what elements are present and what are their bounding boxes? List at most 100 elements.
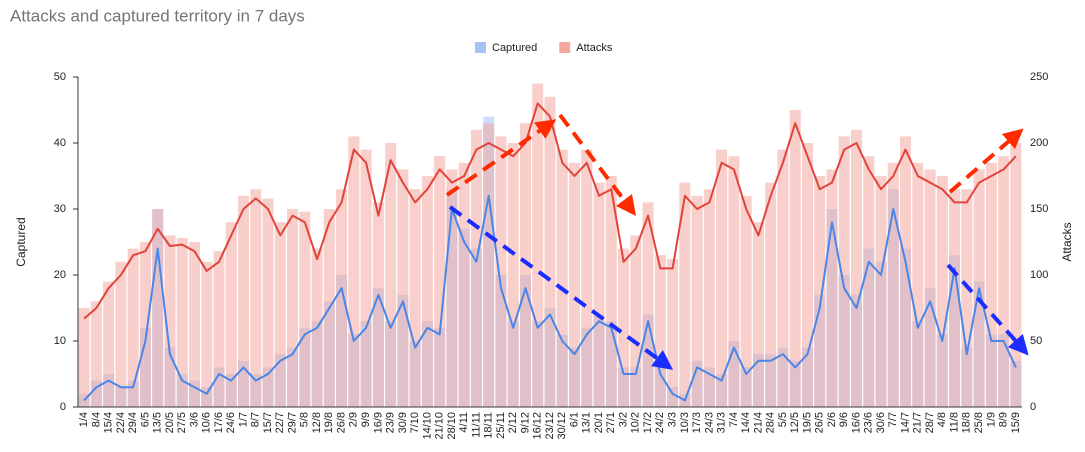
y-tick-label: 50 (54, 71, 66, 83)
bar (936, 176, 948, 407)
x-tick-label: 21/7 (912, 412, 924, 433)
bar (691, 195, 703, 407)
bar (875, 176, 887, 407)
x-tick-label: 18/8 (961, 412, 973, 433)
bar (642, 202, 654, 407)
x-tick-label: 24/2 (654, 412, 666, 433)
x-tick-label: 1/4 (78, 412, 90, 427)
y-tick-label: 30 (54, 203, 66, 215)
x-tick-label: 11/11 (470, 412, 482, 438)
bar (556, 149, 568, 407)
y2-tick-label: 50 (1030, 335, 1042, 347)
bar (863, 156, 875, 407)
average-line (83, 102, 1017, 320)
trend-arrow (448, 205, 674, 370)
bar (838, 136, 850, 407)
bar (434, 156, 446, 407)
bar (385, 143, 397, 407)
x-tick-label: 3/6 (188, 412, 200, 427)
x-tick-label: 19/5 (801, 412, 813, 433)
bar (299, 211, 311, 407)
x-tick-label: 19/8 (323, 412, 335, 433)
bar (262, 198, 274, 407)
x-tick-label: 20/1 (593, 412, 605, 433)
x-tick-label: 1/9 (985, 412, 997, 427)
x-tick-label: 2/9 (348, 412, 360, 427)
bar (139, 242, 151, 407)
x-tick-label: 8/4 (90, 412, 102, 427)
bar (961, 189, 973, 407)
bar (507, 143, 519, 407)
x-tick-label: 8/7 (250, 412, 262, 427)
bar (201, 261, 213, 407)
bar (78, 308, 90, 407)
bar (985, 162, 997, 407)
x-tick-label: 4/11 (458, 412, 470, 433)
x-tick-label: 27/1 (605, 412, 617, 433)
x-tick-label: 2/12 (507, 412, 519, 433)
x-tick-label: 10/6 (201, 412, 213, 433)
y2-tick-label: 150 (1030, 203, 1048, 215)
x-tick-label: 5/8 (299, 412, 311, 427)
bar (654, 255, 666, 407)
bar (544, 96, 556, 408)
bar (446, 169, 458, 407)
bar (850, 129, 863, 408)
y-tick-label: 40 (54, 137, 66, 149)
x-tick-label: 3/3 (667, 412, 679, 427)
bar (176, 238, 188, 407)
x-tick-label: 26/8 (336, 412, 348, 433)
x-tick-label: 20/5 (164, 412, 176, 433)
bar (605, 176, 617, 407)
x-tick-label: 16/6 (850, 412, 862, 433)
x-tick-label: 23/6 (863, 412, 875, 433)
x-tick-label: 24/3 (703, 412, 715, 433)
x-tick-label: 9/9 (360, 412, 372, 427)
x-tick-label: 21/4 (752, 412, 764, 433)
bar (348, 136, 360, 407)
bar (237, 195, 250, 407)
x-tick-label: 6/1 (568, 412, 580, 427)
x-tick-label: 28/10 (446, 412, 458, 440)
bar (912, 162, 924, 407)
x-tick-label: 14/10 (421, 412, 433, 440)
x-tick-label: 7/7 (887, 412, 899, 427)
x-tick-label: 1/7 (237, 412, 249, 427)
y2-tick-label: 200 (1030, 137, 1048, 149)
legend-label: Attacks (576, 42, 613, 54)
trend-arrow (948, 128, 1024, 194)
y2-tick-label: 250 (1030, 71, 1048, 83)
x-tick-label: 30/6 (875, 412, 887, 433)
y-axis-title: Captured (14, 217, 28, 266)
bar (667, 259, 679, 407)
bar (127, 248, 139, 407)
trend-arrow (558, 113, 637, 216)
x-tick-label: 17/2 (642, 412, 654, 433)
average-line (83, 194, 1017, 402)
bar (409, 189, 421, 407)
x-tick-label: 22/4 (115, 412, 127, 433)
bar (826, 169, 838, 407)
x-tick-label: 28/7 (924, 412, 936, 433)
x-tick-label: 27/5 (176, 412, 188, 433)
bar (789, 110, 801, 407)
bar (887, 162, 899, 407)
x-tick-label: 2/6 (826, 412, 838, 427)
y-tick-label: 20 (54, 269, 66, 281)
bar (274, 222, 286, 407)
trend-arrow (946, 263, 1029, 356)
bar (470, 129, 482, 408)
x-tick-label: 12/5 (789, 412, 801, 433)
x-tick-label: 9/6 (838, 412, 850, 427)
x-tick-label: 24/6 (225, 412, 237, 433)
x-tick-label: 21/10 (434, 412, 446, 440)
bar (152, 209, 164, 407)
bar (115, 261, 127, 407)
legend-swatch (475, 42, 486, 53)
x-tick-label: 3/2 (618, 412, 630, 427)
x-tick-label: 31/3 (716, 412, 728, 433)
x-tick-label: 14/7 (899, 412, 911, 433)
x-tick-label: 23/12 (544, 412, 556, 440)
x-tick-label: 18/11 (483, 412, 495, 439)
